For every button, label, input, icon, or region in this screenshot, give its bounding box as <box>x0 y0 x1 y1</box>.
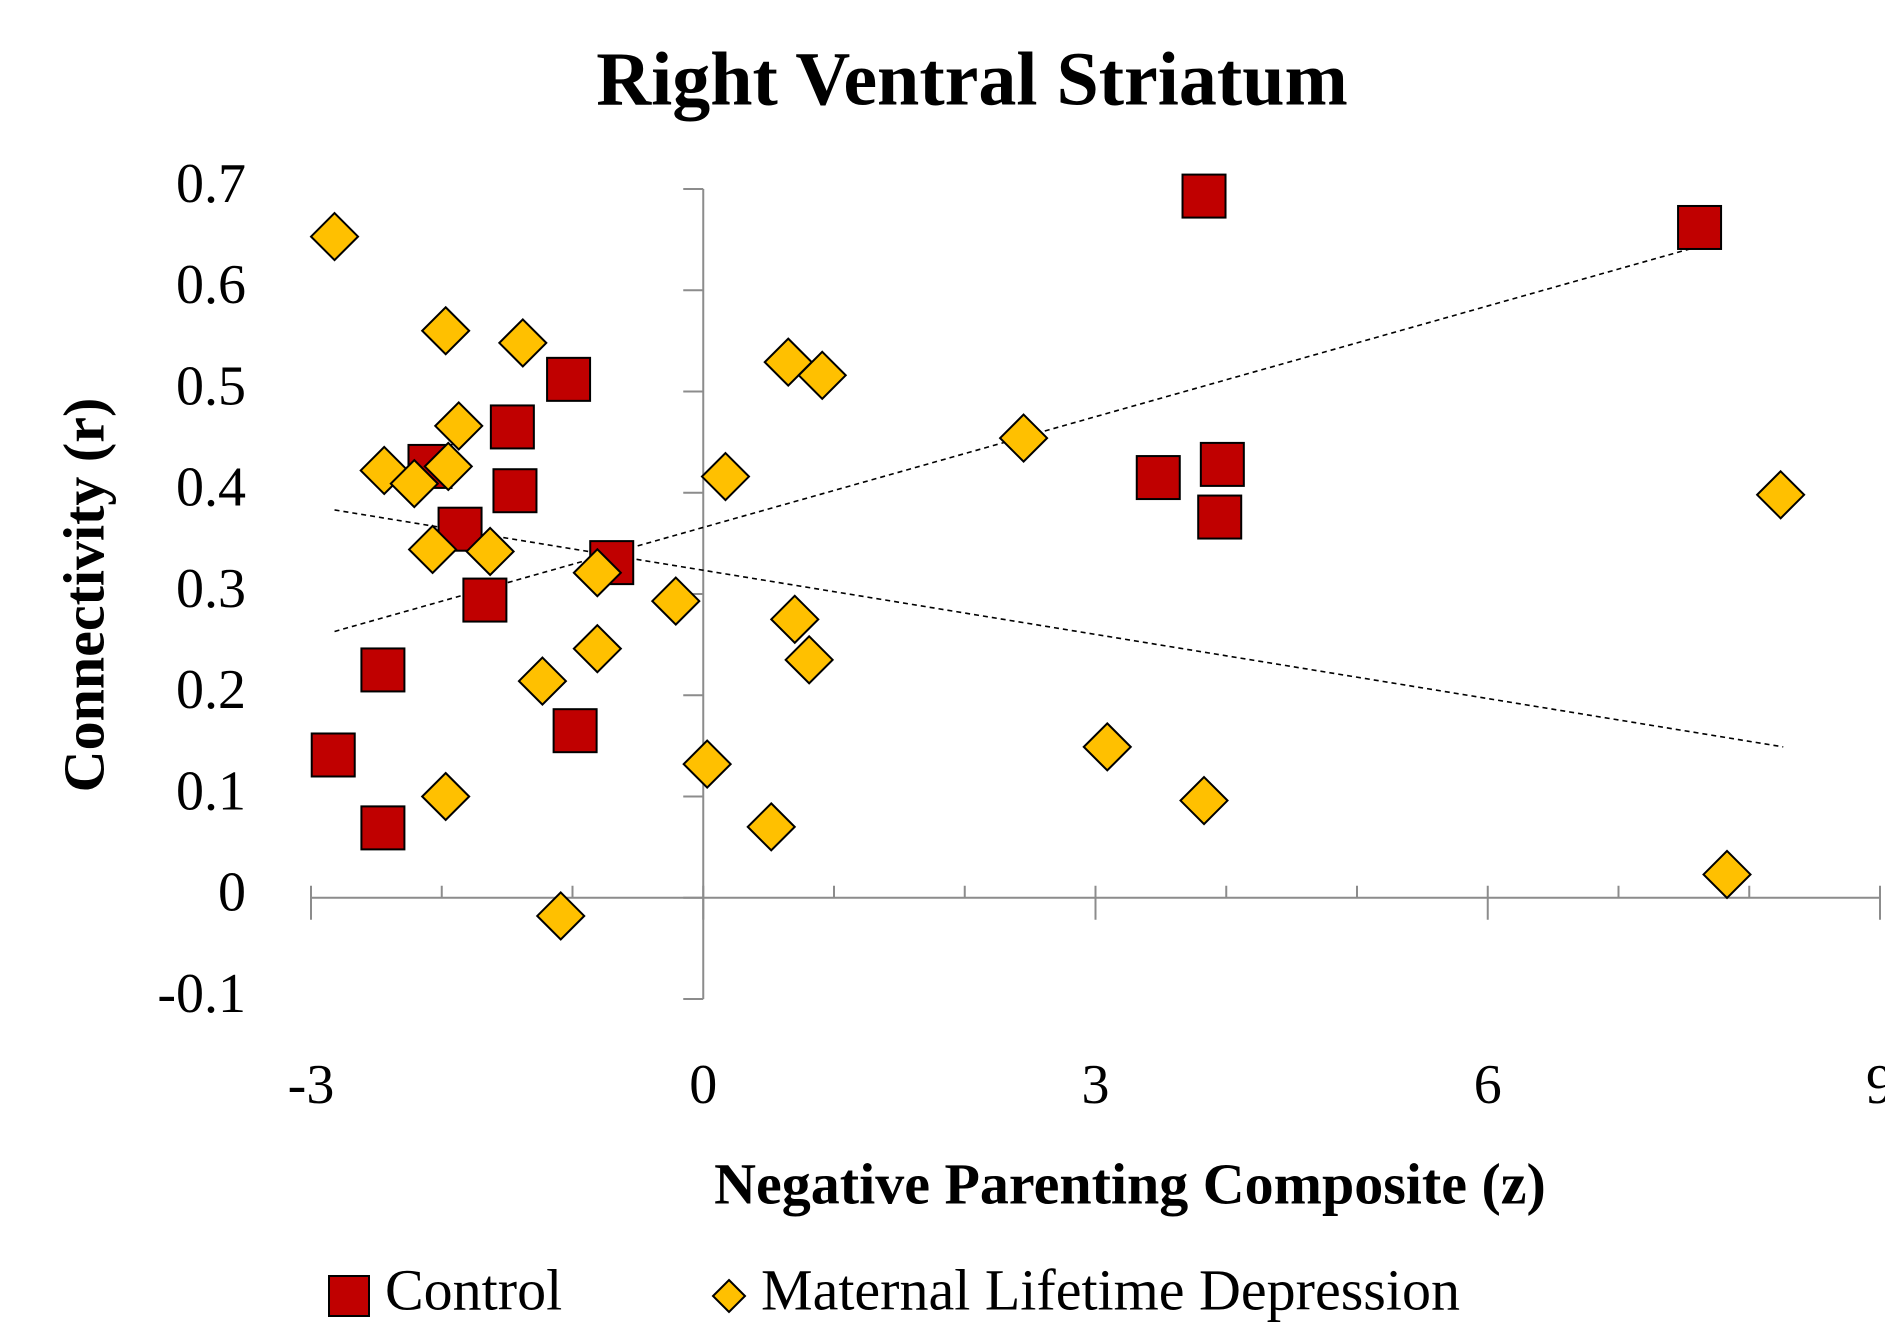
diamond-marker <box>465 526 516 577</box>
diamond-marker <box>423 441 474 492</box>
trendline <box>334 239 1720 633</box>
chart-title: Right Ventral Striatum <box>596 37 1348 121</box>
plot-area: -0.1 0 0.1 0.2 0.3 0.4 0.5 0.6 0.7 -3 0 3 6 9 <box>157 153 1885 1116</box>
diamond-marker <box>420 305 471 356</box>
diamond-marker <box>572 623 623 674</box>
y-tick-label: 0 <box>218 862 246 924</box>
y-tick-label: 0.1 <box>176 760 246 822</box>
diamond-marker <box>650 576 701 627</box>
diamond-marker <box>389 458 440 509</box>
diamond-marker <box>407 524 458 575</box>
square-marker <box>1677 204 1723 250</box>
diamond-marker <box>1702 849 1752 900</box>
x-tick-label: 9 <box>1866 1054 1885 1116</box>
diamond-marker <box>1755 469 1806 520</box>
square-marker <box>1181 173 1227 219</box>
diamond-marker <box>572 547 623 598</box>
square-marker <box>1197 494 1243 540</box>
x-axis-title: Negative Parenting Composite (z) <box>714 1151 1546 1216</box>
square-marker <box>1135 455 1181 501</box>
legend-label: Maternal Lifetime Depression <box>761 1257 1460 1322</box>
diamond-marker <box>420 771 471 822</box>
y-tick-label: -0.1 <box>157 963 246 1025</box>
x-tick-label: 3 <box>1082 1054 1110 1116</box>
square-marker <box>360 647 406 693</box>
square-marker <box>360 805 406 851</box>
square-marker <box>552 708 598 754</box>
y-tick-label: 0.3 <box>176 558 246 620</box>
y-tick-label: 0.7 <box>176 153 246 215</box>
diamond-marker <box>769 594 820 645</box>
diamond-marker <box>998 413 1049 463</box>
diamond-marker <box>433 401 484 451</box>
square-marker <box>1199 441 1245 487</box>
diamond-marker <box>497 317 548 368</box>
square-marker <box>546 356 592 402</box>
diamond-marker <box>784 634 835 685</box>
diamond-marker <box>700 451 751 502</box>
square-marker <box>310 732 356 778</box>
square-marker <box>492 468 538 514</box>
y-tick-label: 0.2 <box>176 659 246 721</box>
x-tick-label: 0 <box>689 1054 717 1116</box>
diamond-marker <box>682 739 733 790</box>
diamond-marker <box>309 211 360 262</box>
x-tick-label: -3 <box>288 1054 335 1116</box>
diamond-marker <box>1179 775 1229 826</box>
y-tick-label: 0.5 <box>176 355 246 417</box>
legend-swatch <box>328 1275 370 1317</box>
square-marker <box>489 404 535 450</box>
y-tick-label: 0.6 <box>176 254 246 316</box>
diamond-marker <box>797 350 848 401</box>
legend: Control Maternal Lifetime Depression <box>328 1257 1460 1322</box>
diamond-marker <box>746 801 797 852</box>
diamond-marker <box>1082 721 1133 772</box>
x-tick-label: 6 <box>1474 1054 1502 1116</box>
diamond-marker <box>535 891 586 941</box>
trendline <box>334 509 1784 748</box>
legend-swatch <box>711 1278 747 1314</box>
y-tick-label: 0.4 <box>176 457 246 519</box>
diamond-marker <box>517 656 568 706</box>
legend-label: Control <box>385 1257 562 1322</box>
square-marker <box>462 577 508 623</box>
y-axis-title: Connectivity (r) <box>51 398 116 793</box>
